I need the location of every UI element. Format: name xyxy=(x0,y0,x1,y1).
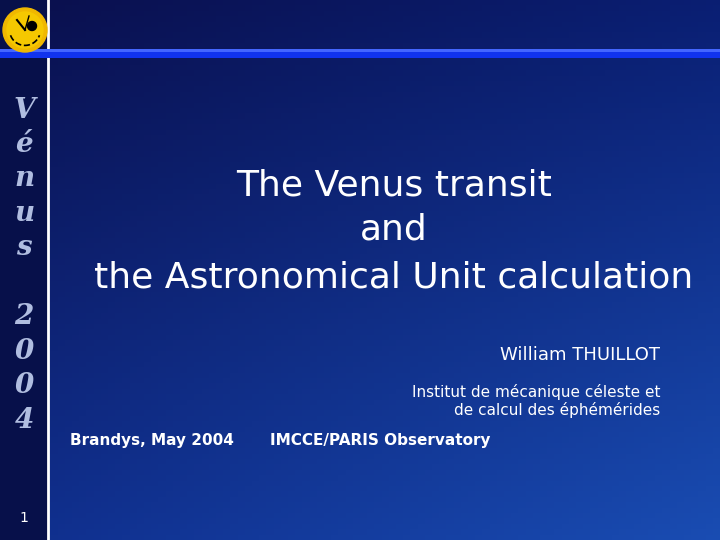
Bar xyxy=(0,49,720,52)
Text: 0: 0 xyxy=(14,338,34,364)
Text: IMCCE/PARIS Observatory: IMCCE/PARIS Observatory xyxy=(270,433,490,448)
Text: Institut de mécanique céleste et: Institut de mécanique céleste et xyxy=(412,384,660,400)
Text: Brandys, May 2004: Brandys, May 2004 xyxy=(70,433,234,448)
Circle shape xyxy=(6,11,44,49)
Text: 2: 2 xyxy=(14,303,34,330)
Text: The Venus transit: The Venus transit xyxy=(236,168,552,202)
Bar xyxy=(0,0,48,540)
Text: 0: 0 xyxy=(14,372,34,399)
Text: é: é xyxy=(15,131,33,158)
Text: s: s xyxy=(16,234,32,261)
Text: n: n xyxy=(14,165,34,192)
Text: and: and xyxy=(360,213,428,247)
Text: 4: 4 xyxy=(14,407,34,434)
Text: de calcul des éphémérides: de calcul des éphémérides xyxy=(454,402,660,418)
Bar xyxy=(0,50,720,58)
Text: the Astronomical Unit calculation: the Astronomical Unit calculation xyxy=(94,261,693,295)
Text: William THUILLOT: William THUILLOT xyxy=(500,346,660,364)
Circle shape xyxy=(27,22,37,30)
Text: V: V xyxy=(13,97,35,124)
Text: u: u xyxy=(14,200,34,227)
Circle shape xyxy=(3,8,47,52)
Text: 1: 1 xyxy=(19,511,28,525)
